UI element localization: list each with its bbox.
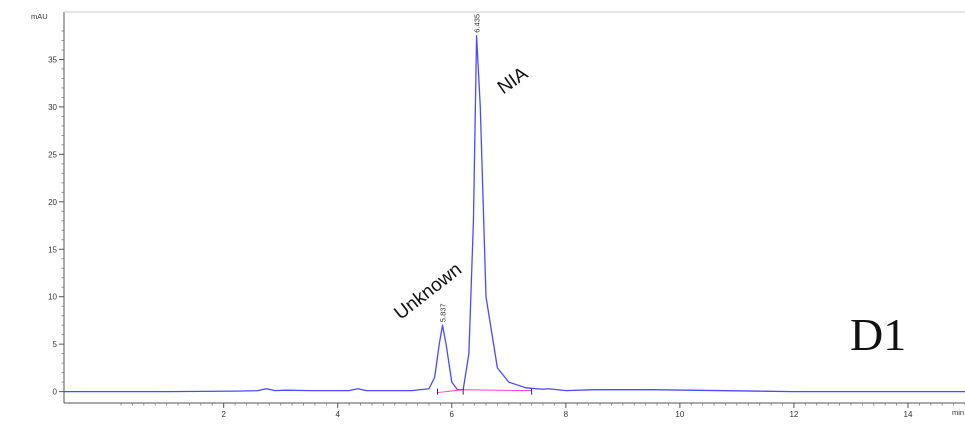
y-tick-label: 35 — [48, 55, 57, 64]
y-tick-label: 10 — [48, 293, 57, 302]
x-tick-label: 6 — [450, 410, 455, 419]
y-tick-label: 25 — [48, 150, 57, 159]
x-tick-label: 4 — [335, 410, 340, 419]
axis-ticks: 0 5 10 15 20 25 30 35 2 4 6 8 10 12 14 — [48, 30, 965, 419]
x-axis-label: min — [952, 408, 964, 417]
peak-retention-label: 6.435 — [473, 14, 482, 33]
y-tick-label: 15 — [48, 245, 57, 254]
y-tick-label: 5 — [53, 340, 58, 349]
x-tick-label: 14 — [904, 410, 913, 419]
peak-annotation: Unknown — [391, 259, 466, 324]
panel-label: D1 — [850, 309, 906, 360]
x-tick-label: 12 — [789, 410, 798, 419]
peak-labels: 5.837 6.435 Unknown NIA — [391, 14, 533, 324]
y-tick-label: 30 — [48, 103, 57, 112]
signal-trace — [64, 35, 965, 393]
integration-baseline — [437, 389, 532, 394]
y-axis-label: mAU — [31, 12, 48, 21]
x-tick-label: 10 — [675, 410, 684, 419]
y-tick-label: 20 — [48, 198, 57, 207]
x-tick-label: 2 — [221, 410, 226, 419]
series-group — [64, 35, 965, 395]
x-tick-label: 8 — [564, 410, 569, 419]
peak-retention-label: 5.837 — [438, 303, 447, 322]
y-tick-label: 0 — [53, 388, 58, 397]
axes — [63, 11, 965, 404]
peak-annotation: NIA — [494, 63, 532, 99]
